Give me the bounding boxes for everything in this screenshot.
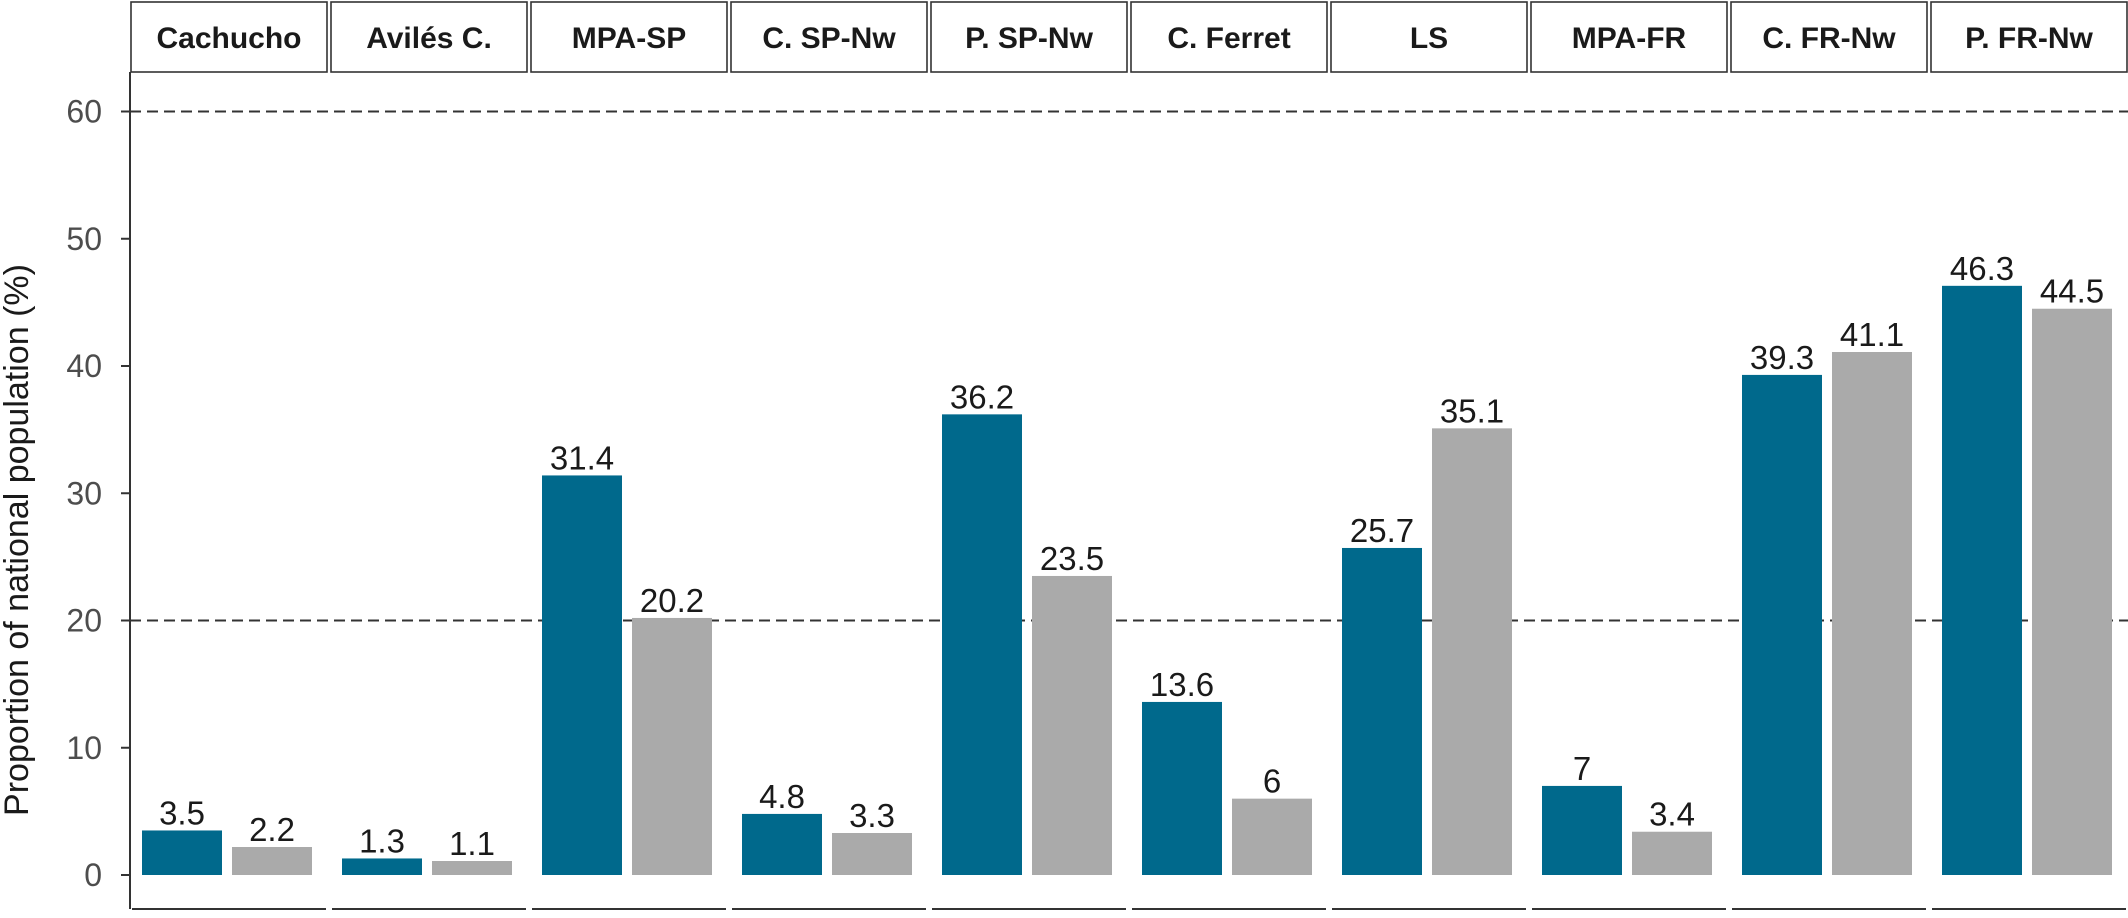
data-label: 25.7 [1350, 512, 1414, 549]
strip-header [1930, 1, 2128, 73]
strip-header [530, 1, 728, 73]
bar [142, 830, 222, 875]
strip-header [930, 1, 1128, 73]
bar [832, 833, 912, 875]
strip-label: Avilés C. [366, 22, 492, 55]
strip-header [1530, 1, 1728, 73]
data-label: 1.1 [449, 825, 495, 862]
y-tick-label: 50 [66, 221, 102, 257]
data-label: 44.5 [2040, 273, 2104, 310]
data-label: 3.4 [1649, 796, 1695, 833]
strip-label: MPA-SP [572, 22, 686, 55]
strip-label: C. SP-Nw [762, 22, 896, 55]
strip-label: LS [1410, 22, 1448, 55]
bar [1032, 575, 1112, 875]
bar [1432, 428, 1512, 875]
bar [1742, 374, 1822, 875]
bar [432, 861, 512, 875]
strip-label: MPA-FR [1572, 22, 1687, 55]
data-label: 3.3 [849, 797, 895, 834]
bar [1542, 785, 1622, 875]
data-label: 20.2 [640, 582, 704, 619]
y-tick-label: 40 [66, 348, 102, 384]
data-label: 39.3 [1750, 339, 1814, 376]
y-tick-label: 30 [66, 475, 102, 511]
strip-label: P. SP-Nw [965, 22, 1093, 55]
bar [742, 813, 822, 875]
strip-label: Cachucho [156, 22, 301, 55]
y-tick-label: 20 [66, 603, 102, 639]
data-label: 41.1 [1840, 316, 1904, 353]
bar [342, 858, 422, 875]
bar [632, 617, 712, 875]
strip-header [730, 1, 928, 73]
data-label: 13.6 [1150, 666, 1214, 703]
strip-header [330, 1, 528, 73]
bar [1942, 285, 2022, 875]
y-tick-label: 0 [84, 857, 102, 893]
data-label: 23.5 [1040, 540, 1104, 577]
data-label: 3.5 [159, 794, 205, 831]
strip-header [1330, 1, 1528, 73]
data-label: 6 [1263, 763, 1281, 800]
data-label: 4.8 [759, 778, 805, 815]
data-label: 35.1 [1440, 392, 1504, 429]
bar [232, 847, 312, 875]
data-label: 36.2 [950, 378, 1014, 415]
y-axis-title: Proportion of national population (%) [0, 264, 36, 816]
bar [1232, 798, 1312, 875]
strip-label: P. FR-Nw [1965, 22, 2093, 55]
bar [942, 414, 1022, 875]
data-label: 31.4 [550, 439, 614, 476]
y-tick-label: 10 [66, 730, 102, 766]
bar [1632, 831, 1712, 875]
bar [542, 475, 622, 875]
strip-header [1130, 1, 1328, 73]
y-tick-label: 60 [66, 94, 102, 130]
strip-label: C. FR-Nw [1762, 22, 1896, 55]
strip-header [1730, 1, 1928, 73]
data-label: 2.2 [249, 811, 295, 848]
bar [1342, 547, 1422, 875]
bar [2032, 308, 2112, 875]
data-label: 46.3 [1950, 250, 2014, 287]
bar [1142, 701, 1222, 875]
data-label: 1.3 [359, 822, 405, 859]
strip-label: C. Ferret [1167, 22, 1290, 55]
strip-header [130, 1, 328, 73]
data-label: 7 [1573, 750, 1591, 787]
bar [1832, 352, 1912, 875]
